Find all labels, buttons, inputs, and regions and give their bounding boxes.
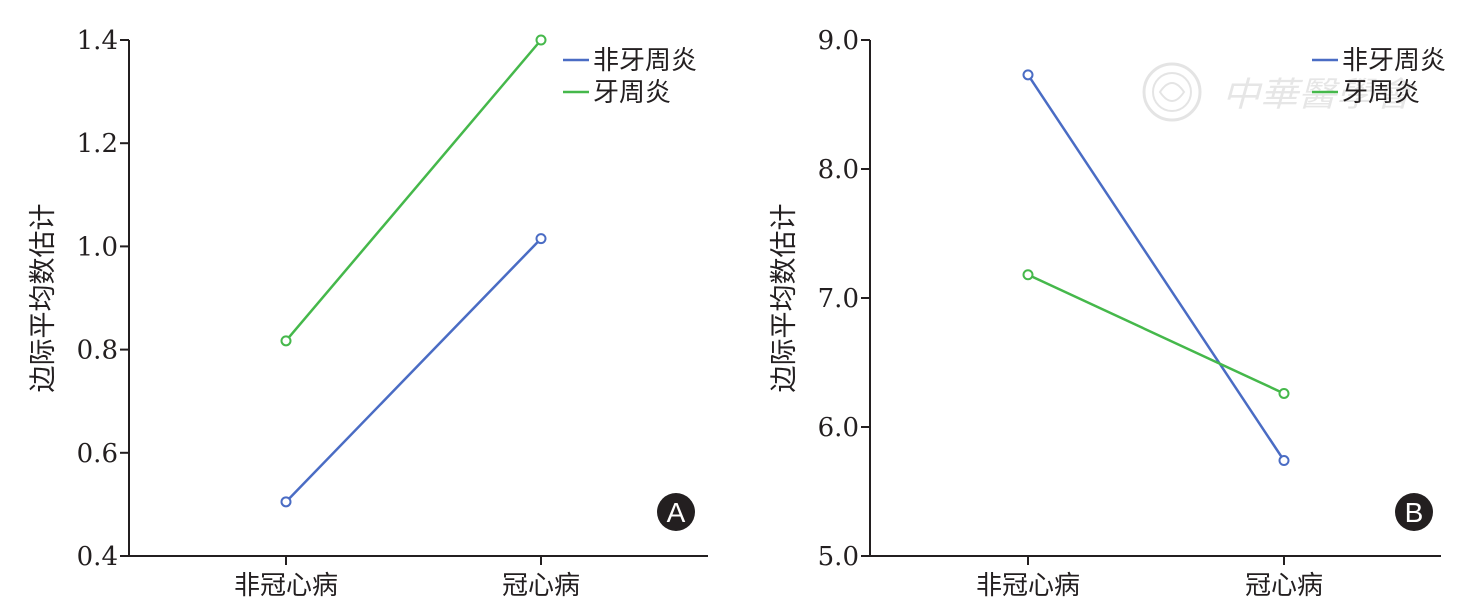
y-tick-label: 7.0 xyxy=(818,284,859,314)
panel-label: B xyxy=(1405,497,1424,528)
y-axis-title: 边际平均数估计 xyxy=(769,204,800,393)
data-point xyxy=(280,496,292,508)
data-point xyxy=(280,335,292,347)
legend-label: 牙周炎 xyxy=(593,78,671,108)
legend-label: 非牙周炎 xyxy=(593,46,697,76)
watermark-seal-icon xyxy=(1142,62,1202,122)
y-tick-label: 9.0 xyxy=(818,26,859,56)
watermark-text: 中華醫學會 xyxy=(1222,75,1418,115)
y-tick-label: 0.6 xyxy=(77,439,118,469)
panel-label: A xyxy=(667,497,686,528)
y-tick-label: 1.4 xyxy=(77,26,118,56)
series-line xyxy=(285,237,542,503)
panel-badge xyxy=(657,493,695,531)
panel-badge xyxy=(1395,493,1433,531)
data-point xyxy=(535,233,547,245)
data-point xyxy=(1278,455,1290,467)
series-line xyxy=(1026,74,1286,462)
y-tick-label: 1.2 xyxy=(77,129,118,159)
x-tick-label: 非冠心病 xyxy=(976,571,1080,601)
legend-label: 牙周炎 xyxy=(1342,78,1420,108)
y-tick-label: 5.0 xyxy=(818,542,859,572)
y-tick-label: 0.8 xyxy=(77,336,118,366)
series-line xyxy=(1027,273,1285,395)
y-tick-label: 0.4 xyxy=(77,542,118,572)
watermark: 中華醫學會 xyxy=(1142,62,1418,122)
y-tick-label: 1.0 xyxy=(77,232,118,262)
x-tick-label: 冠心病 xyxy=(502,571,580,601)
legend-label: 非牙周炎 xyxy=(1342,46,1446,76)
data-point xyxy=(1022,269,1034,281)
data-point xyxy=(1022,69,1034,81)
series-line xyxy=(285,39,542,342)
y-tick-label: 6.0 xyxy=(818,413,859,443)
data-point xyxy=(1278,387,1290,399)
x-tick-label: 冠心病 xyxy=(1245,571,1323,601)
x-tick-label: 非冠心病 xyxy=(234,571,338,601)
y-tick-label: 8.0 xyxy=(818,155,859,185)
data-point xyxy=(535,34,547,46)
y-axis-title: 边际平均数估计 xyxy=(28,204,59,393)
